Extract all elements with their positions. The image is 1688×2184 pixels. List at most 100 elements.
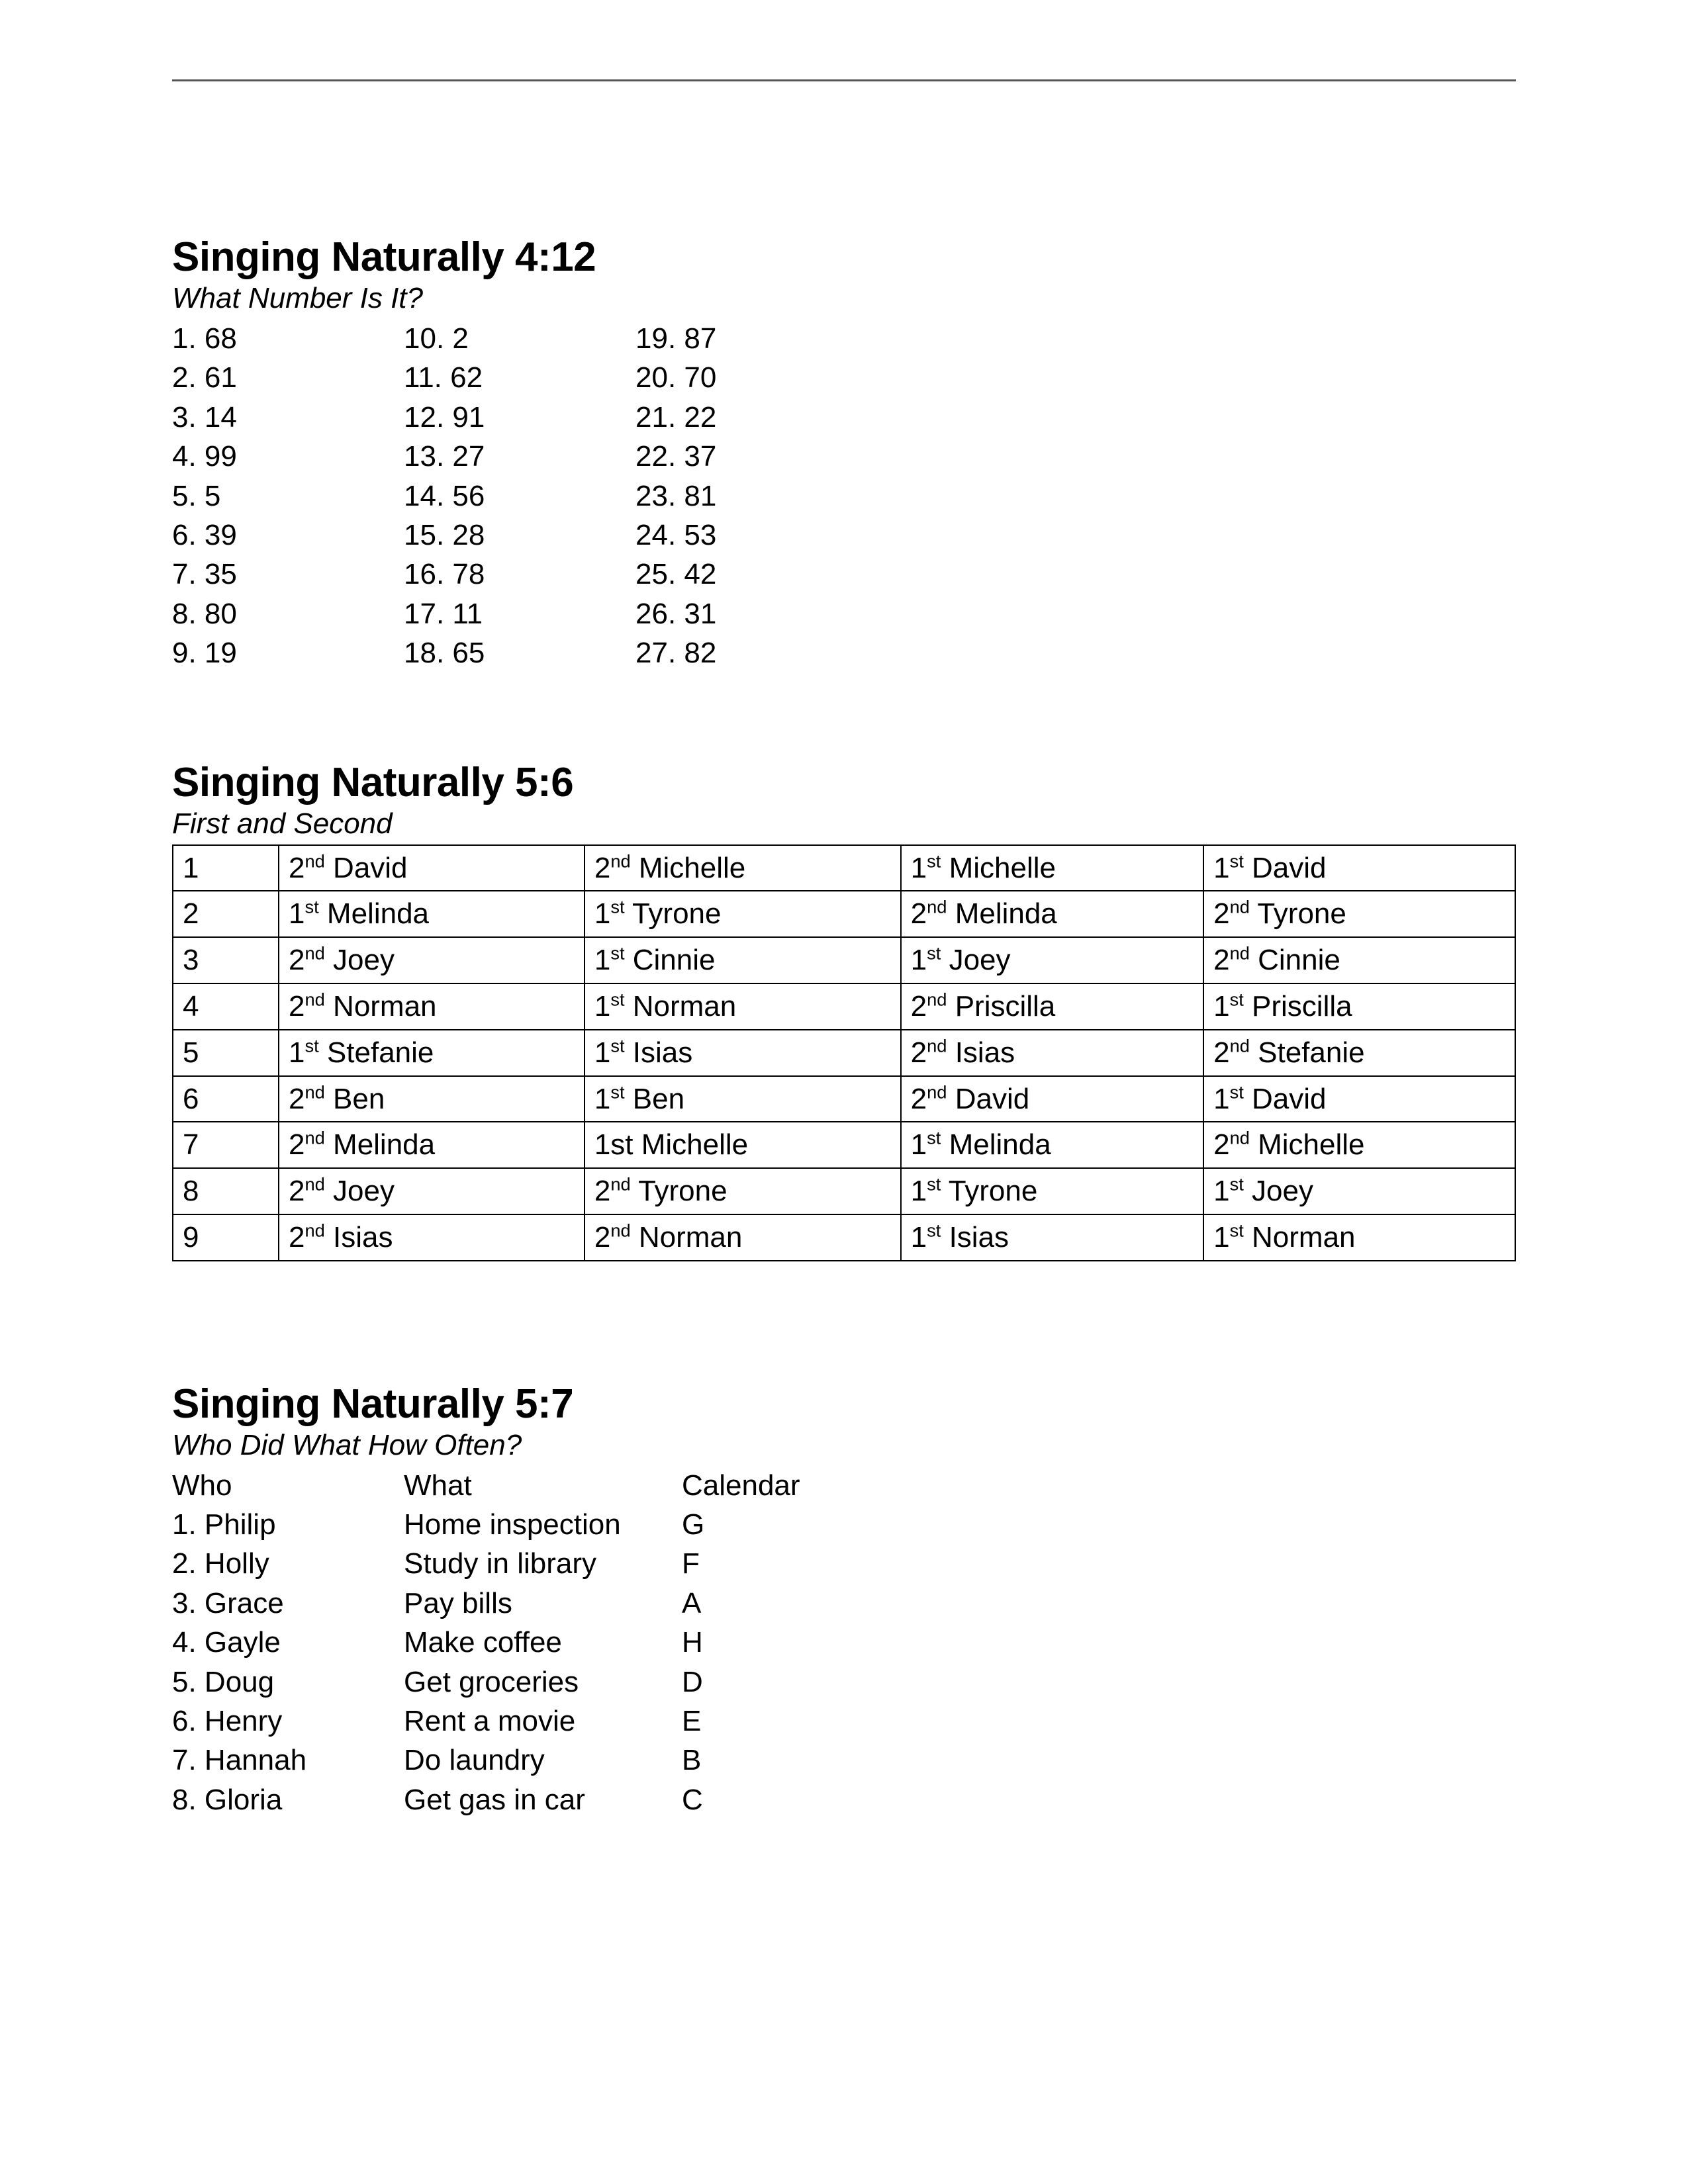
calendar-cell: G bbox=[682, 1505, 847, 1544]
ordinal-cell: 1st Cinnie bbox=[585, 937, 901, 983]
what-cell: Get gas in car bbox=[404, 1780, 682, 1819]
section-title: Singing Naturally 5:6 bbox=[172, 759, 1516, 806]
ordinal-cell: 1st Joey bbox=[1203, 1168, 1515, 1214]
number-column: 10. 211. 6212. 9113. 2714. 5615. 2816. 7… bbox=[404, 319, 635, 673]
what-cell: Home inspection bbox=[404, 1505, 682, 1544]
number-columns: 1. 682. 613. 144. 995. 56. 397. 358. 809… bbox=[172, 319, 1516, 673]
number-item: 2. 61 bbox=[172, 358, 404, 397]
section-subtitle: What Number Is It? bbox=[172, 282, 1516, 315]
who-cell: 8. Gloria bbox=[172, 1780, 404, 1819]
number-item: 5. 5 bbox=[172, 477, 404, 516]
number-item: 1. 68 bbox=[172, 319, 404, 358]
what-cell: Do laundry bbox=[404, 1741, 682, 1780]
what-cell: Study in library bbox=[404, 1544, 682, 1583]
number-item: 18. 65 bbox=[404, 633, 635, 672]
ordinal-cell: 2nd Tyrone bbox=[1203, 891, 1515, 937]
row-number: 3 bbox=[173, 937, 279, 983]
ordinal-cell: 2nd Michelle bbox=[585, 845, 901, 891]
who-grid: WhoWhatCalendar1. PhilipHome inspectionG… bbox=[172, 1466, 1516, 1820]
ordinal-cell: 2nd Melinda bbox=[901, 891, 1203, 937]
column-header: Calendar bbox=[682, 1466, 847, 1505]
section-subtitle: Who Did What How Often? bbox=[172, 1429, 1516, 1462]
who-row: 6. HenryRent a movieE bbox=[172, 1702, 1516, 1741]
ordinal-cell: 1st Michelle bbox=[901, 845, 1203, 891]
table-row: 62nd Ben1st Ben2nd David1st David bbox=[173, 1076, 1515, 1122]
ordinal-cell: 2nd David bbox=[901, 1076, 1203, 1122]
who-cell: 6. Henry bbox=[172, 1702, 404, 1741]
ordinal-cell: 2nd Norman bbox=[585, 1214, 901, 1261]
ordinal-cell: 2nd Isias bbox=[279, 1214, 585, 1261]
calendar-cell: D bbox=[682, 1662, 847, 1702]
row-number: 5 bbox=[173, 1030, 279, 1076]
top-rule bbox=[172, 79, 1516, 81]
number-item: 12. 91 bbox=[404, 398, 635, 437]
number-item: 7. 35 bbox=[172, 555, 404, 594]
ordinal-cell: 1st Isias bbox=[585, 1030, 901, 1076]
who-row: 1. PhilipHome inspectionG bbox=[172, 1505, 1516, 1544]
number-item: 27. 82 bbox=[635, 633, 867, 672]
calendar-cell: B bbox=[682, 1741, 847, 1780]
calendar-cell: H bbox=[682, 1623, 847, 1662]
number-column: 19. 8720. 7021. 2222. 3723. 8124. 5325. … bbox=[635, 319, 867, 673]
row-number: 4 bbox=[173, 983, 279, 1030]
number-item: 11. 62 bbox=[404, 358, 635, 397]
section-5-6: Singing Naturally 5:6 First and Second 1… bbox=[172, 759, 1516, 1261]
ordinal-cell: 2nd Norman bbox=[279, 983, 585, 1030]
row-number: 8 bbox=[173, 1168, 279, 1214]
ordinal-cell: 2nd Ben bbox=[279, 1076, 585, 1122]
ordinal-table: 12nd David2nd Michelle1st Michelle1st Da… bbox=[172, 844, 1516, 1261]
who-row: 3. GracePay billsA bbox=[172, 1584, 1516, 1623]
calendar-cell: E bbox=[682, 1702, 847, 1741]
ordinal-cell: 1st Melinda bbox=[901, 1122, 1203, 1168]
number-column: 1. 682. 613. 144. 995. 56. 397. 358. 809… bbox=[172, 319, 404, 673]
ordinal-cell: 2nd Isias bbox=[901, 1030, 1203, 1076]
ordinal-cell: 2nd David bbox=[279, 845, 585, 891]
number-item: 22. 37 bbox=[635, 437, 867, 476]
table-row: 32nd Joey1st Cinnie1st Joey2nd Cinnie bbox=[173, 937, 1515, 983]
number-item: 10. 2 bbox=[404, 319, 635, 358]
ordinal-cell: 2nd Melinda bbox=[279, 1122, 585, 1168]
number-item: 3. 14 bbox=[172, 398, 404, 437]
number-item: 4. 99 bbox=[172, 437, 404, 476]
table-row: 72nd Melinda1st Michelle1st Melinda2nd M… bbox=[173, 1122, 1515, 1168]
calendar-cell: C bbox=[682, 1780, 847, 1819]
number-item: 23. 81 bbox=[635, 477, 867, 516]
table-row: 21st Melinda1st Tyrone2nd Melinda2nd Tyr… bbox=[173, 891, 1515, 937]
what-cell: Get groceries bbox=[404, 1662, 682, 1702]
table-row: 12nd David2nd Michelle1st Michelle1st Da… bbox=[173, 845, 1515, 891]
who-header-row: WhoWhatCalendar bbox=[172, 1466, 1516, 1505]
who-row: 8. GloriaGet gas in carC bbox=[172, 1780, 1516, 1819]
section-subtitle: First and Second bbox=[172, 807, 1516, 841]
ordinal-cell: 2nd Cinnie bbox=[1203, 937, 1515, 983]
ordinal-cell: 2nd Michelle bbox=[1203, 1122, 1515, 1168]
table-row: 92nd Isias2nd Norman1st Isias1st Norman bbox=[173, 1214, 1515, 1261]
what-cell: Pay bills bbox=[404, 1584, 682, 1623]
ordinal-cell: 1st Stefanie bbox=[279, 1030, 585, 1076]
number-item: 19. 87 bbox=[635, 319, 867, 358]
table-row: 82nd Joey2nd Tyrone1st Tyrone1st Joey bbox=[173, 1168, 1515, 1214]
column-header: What bbox=[404, 1466, 682, 1505]
number-item: 16. 78 bbox=[404, 555, 635, 594]
who-cell: 3. Grace bbox=[172, 1584, 404, 1623]
column-header: Who bbox=[172, 1466, 404, 1505]
ordinal-cell: 1st Joey bbox=[901, 937, 1203, 983]
who-cell: 5. Doug bbox=[172, 1662, 404, 1702]
ordinal-cell: 1st Michelle bbox=[585, 1122, 901, 1168]
who-cell: 1. Philip bbox=[172, 1505, 404, 1544]
number-item: 24. 53 bbox=[635, 516, 867, 555]
row-number: 2 bbox=[173, 891, 279, 937]
section-title: Singing Naturally 5:7 bbox=[172, 1381, 1516, 1428]
calendar-cell: F bbox=[682, 1544, 847, 1583]
ordinal-cell: 2nd Joey bbox=[279, 937, 585, 983]
ordinal-cell: 1st Isias bbox=[901, 1214, 1203, 1261]
section-title: Singing Naturally 4:12 bbox=[172, 234, 1516, 281]
who-cell: 2. Holly bbox=[172, 1544, 404, 1583]
ordinal-cell: 2nd Priscilla bbox=[901, 983, 1203, 1030]
number-item: 21. 22 bbox=[635, 398, 867, 437]
number-item: 13. 27 bbox=[404, 437, 635, 476]
row-number: 9 bbox=[173, 1214, 279, 1261]
number-item: 26. 31 bbox=[635, 594, 867, 633]
section-4-12: Singing Naturally 4:12 What Number Is It… bbox=[172, 234, 1516, 673]
row-number: 6 bbox=[173, 1076, 279, 1122]
who-cell: 7. Hannah bbox=[172, 1741, 404, 1780]
